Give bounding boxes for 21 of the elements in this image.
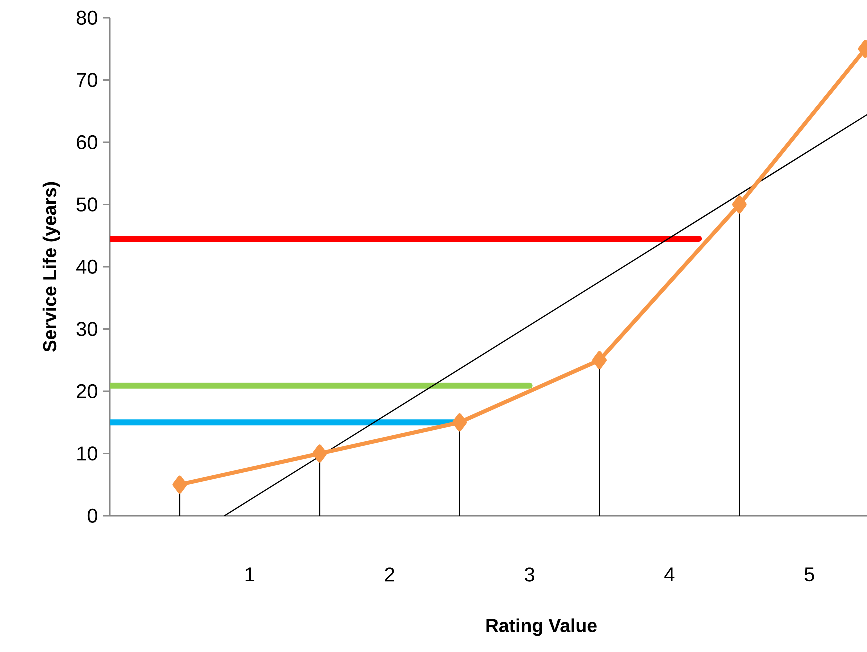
x-tick-label: 5 <box>804 568 814 582</box>
point <box>732 196 747 214</box>
y-tick-label: 70 <box>77 73 98 88</box>
y-tick-label: 60 <box>77 135 98 150</box>
x-axis-title: Rating Value <box>486 618 597 636</box>
point <box>452 414 468 432</box>
x-tick-label: 2 <box>385 568 394 582</box>
y-tick-label: 30 <box>76 322 98 336</box>
point <box>312 444 328 463</box>
y-tick-label: 80 <box>76 10 98 26</box>
point <box>592 351 607 370</box>
y-axis-title: Service Life (years) <box>42 182 60 352</box>
y-tick-label: 20 <box>77 384 98 399</box>
y-tick-label: 0 <box>88 508 98 524</box>
y-tick-label: 50 <box>76 198 98 212</box>
x-tick-label: 1 <box>246 568 255 582</box>
point <box>172 476 188 494</box>
y-tick-label: 10 <box>78 446 98 461</box>
x-tick-label: 4 <box>664 568 675 582</box>
y-tick-label: 40 <box>76 260 98 274</box>
x-tick-label: 3 <box>524 568 534 582</box>
